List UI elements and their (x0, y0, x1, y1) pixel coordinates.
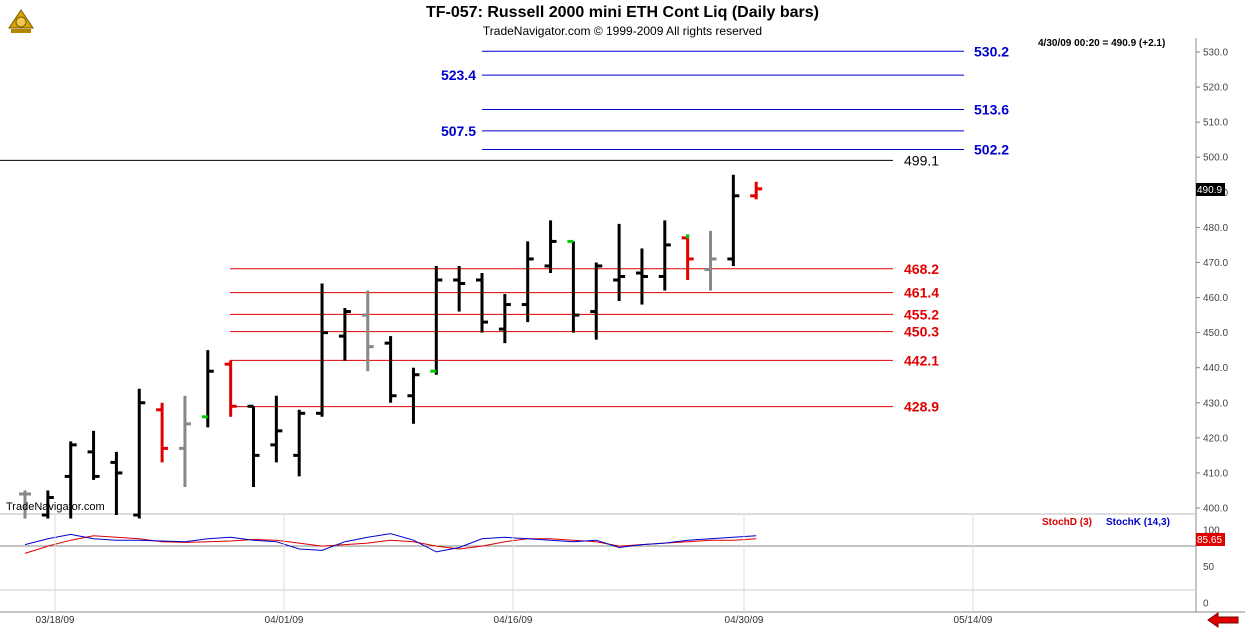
price-tick-label: 470.0 (1203, 258, 1228, 269)
watermark-text: TradeNavigator.com (6, 501, 105, 513)
level-label: 499.1 (904, 152, 939, 168)
time-tick-label: 04/16/09 (494, 615, 533, 626)
price-tick-label: 400.0 (1203, 504, 1228, 515)
stoch-tick-label: 0 (1203, 599, 1209, 610)
level-label: 513.6 (974, 102, 1009, 118)
level-label: 450.3 (904, 324, 939, 340)
stochastic-pane: 0 50 100 (24, 526, 1220, 610)
time-axis-ticks: 03/18/09 04/01/09 04/16/09 04/30/09 05/14/09 (36, 514, 993, 626)
quote-line: 4/30/09 00:20 = 490.9 (+2.1) (1038, 38, 1165, 49)
price-tick-label: 480.0 (1203, 223, 1228, 234)
stoch-last-tag (1196, 533, 1225, 546)
price-tick-label: 420.0 (1203, 433, 1228, 444)
time-tick-label: 03/18/09 (36, 615, 75, 626)
time-tick-label: 04/01/09 (265, 615, 304, 626)
stoch-last-label: 85.65 (1197, 535, 1222, 546)
price-tick-label: 430.0 (1203, 398, 1228, 409)
sextant-logo-icon (8, 9, 34, 33)
legend-stochd: StochD (3) (1042, 517, 1092, 528)
price-tick-label: 410.0 (1203, 468, 1228, 479)
level-label: 530.2 (974, 43, 1009, 59)
last-price-tag (1196, 183, 1225, 196)
last-price-label: 490.9 (1197, 185, 1222, 196)
price-tick-label: 530.0 (1203, 48, 1228, 59)
level-label: 428.9 (904, 399, 939, 415)
level-label: 455.2 (904, 306, 939, 322)
price-bars (19, 174, 763, 519)
price-tick-label: 500.0 (1203, 153, 1228, 164)
price-tick-label: 520.0 (1203, 83, 1228, 94)
price-tick-label: 460.0 (1203, 293, 1228, 304)
red-left-arrow-icon[interactable] (1206, 612, 1240, 628)
time-tick-label: 04/30/09 (725, 615, 764, 626)
price-tick-label: 440.0 (1203, 363, 1228, 374)
stoch-series-line (24, 533, 757, 553)
price-axis-ticks: 530.0520.0510.0500.0490.0480.0470.0460.0… (1196, 48, 1228, 515)
legend-stochk: StochK (14,3) (1106, 517, 1170, 528)
stoch-tick-label: 50 (1203, 562, 1215, 573)
level-label: 523.4 (441, 67, 476, 83)
level-label: 507.5 (441, 123, 476, 139)
stoch-tick-label: 100 (1203, 526, 1220, 537)
level-lines: 530.2 523.4 513.6 507.5 502.2 499.1 468.2 461.4… (0, 43, 1009, 415)
price-tick-label: 450.0 (1203, 328, 1228, 339)
level-label: 442.1 (904, 352, 939, 368)
level-label: 502.2 (974, 142, 1009, 158)
price-tick-label: 510.0 (1203, 118, 1228, 129)
chart-title: TF-057: Russell 2000 mini ETH Cont Liq (… (426, 4, 819, 21)
time-tick-label: 05/14/09 (954, 615, 993, 626)
level-label: 461.4 (904, 285, 939, 301)
copyright-line: TradeNavigator.com © 1999-2009 All right… (482, 24, 763, 38)
level-label: 468.2 (904, 261, 939, 277)
